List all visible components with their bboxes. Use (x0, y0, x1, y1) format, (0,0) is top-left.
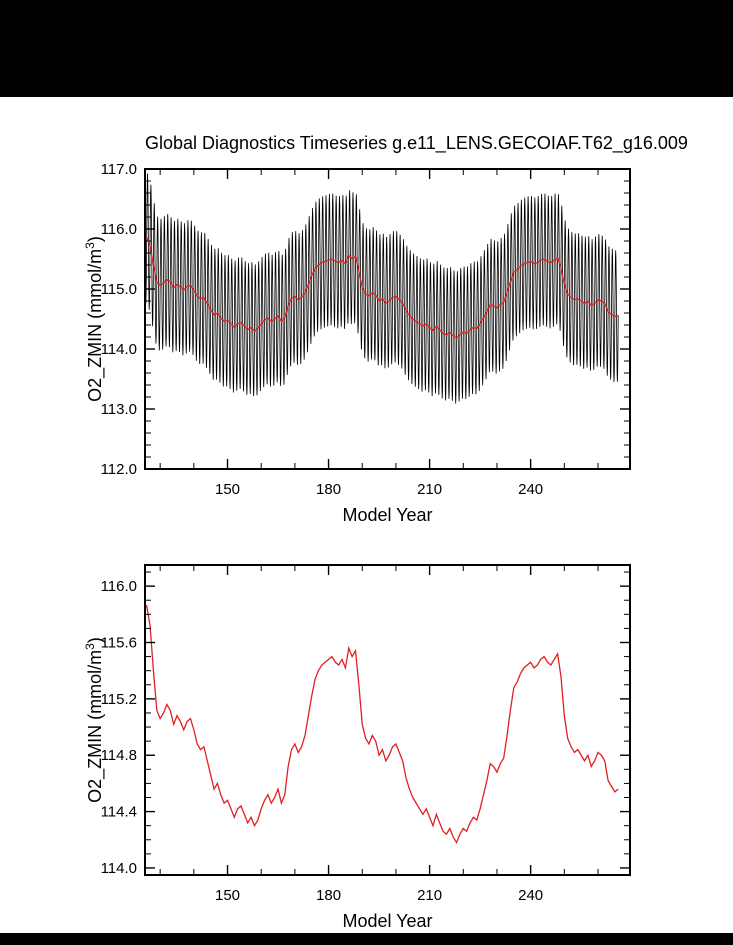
top-letterbox-bar (0, 0, 733, 97)
y-tick-label: 113.0 (101, 401, 137, 418)
x-tick-label: 240 (518, 887, 543, 904)
monthly-o2-zmin-line (145, 173, 619, 404)
x-axis-title: Model Year (342, 505, 432, 525)
x-tick-label: 240 (518, 481, 543, 498)
y-tick-label: 115.0 (101, 281, 137, 298)
plot-page: Global Diagnostics Timeseries g.e11_LENS… (0, 97, 733, 933)
x-tick-label: 150 (215, 887, 240, 904)
annual-mean-o2-zmin-line (145, 604, 619, 845)
chart-title: Global Diagnostics Timeseries g.e11_LENS… (145, 133, 688, 153)
y-tick-label: 115.2 (101, 691, 137, 708)
x-tick-label: 210 (417, 481, 442, 498)
plot-frame (144, 168, 631, 470)
y-tick-label: 114.0 (101, 860, 137, 877)
y-tick-label: 115.6 (101, 635, 137, 652)
y-axis-title: O2_ZMIN (mmol/m3) (83, 637, 106, 803)
chart-panel-1: 150 180 210 240 114.0 114.4 114.8 115.2 115.6 116… (83, 564, 631, 931)
x-axis-title: Model Year (342, 911, 432, 931)
x-tick-label: 180 (316, 481, 341, 498)
x-tick-label: 150 (215, 481, 240, 498)
major-ticks (145, 168, 630, 470)
y-tick-label: 112.0 (101, 461, 137, 478)
series-group (145, 604, 619, 845)
bottom-letterbox-bar (0, 933, 733, 945)
x-tick-label: 210 (417, 887, 442, 904)
y-tick-label: 114.8 (101, 747, 137, 764)
y-tick-label: 114.4 (101, 804, 137, 821)
minor-ticks (145, 169, 630, 469)
series-group (145, 173, 619, 404)
major-ticks (145, 565, 630, 875)
y-tick-label: 117.0 (101, 161, 137, 178)
y-tick-label: 116.0 (101, 221, 137, 238)
y-tick-label: 116.0 (101, 578, 137, 595)
y-tick-label: 114.0 (101, 341, 137, 358)
annual-mean-o2-zmin-line (145, 236, 619, 340)
minor-ticks (145, 565, 630, 875)
figure-canvas: 150 180 210 240 112.0 113.0 114.0 115.0 116.0 117… (83, 161, 631, 931)
y-axis-title: O2_ZMIN (mmol/m3) (83, 236, 106, 402)
plot-frame (144, 564, 631, 876)
chart-panel-0: 150 180 210 240 112.0 113.0 114.0 115.0 116.0 117… (83, 161, 631, 525)
x-tick-label: 180 (316, 887, 341, 904)
